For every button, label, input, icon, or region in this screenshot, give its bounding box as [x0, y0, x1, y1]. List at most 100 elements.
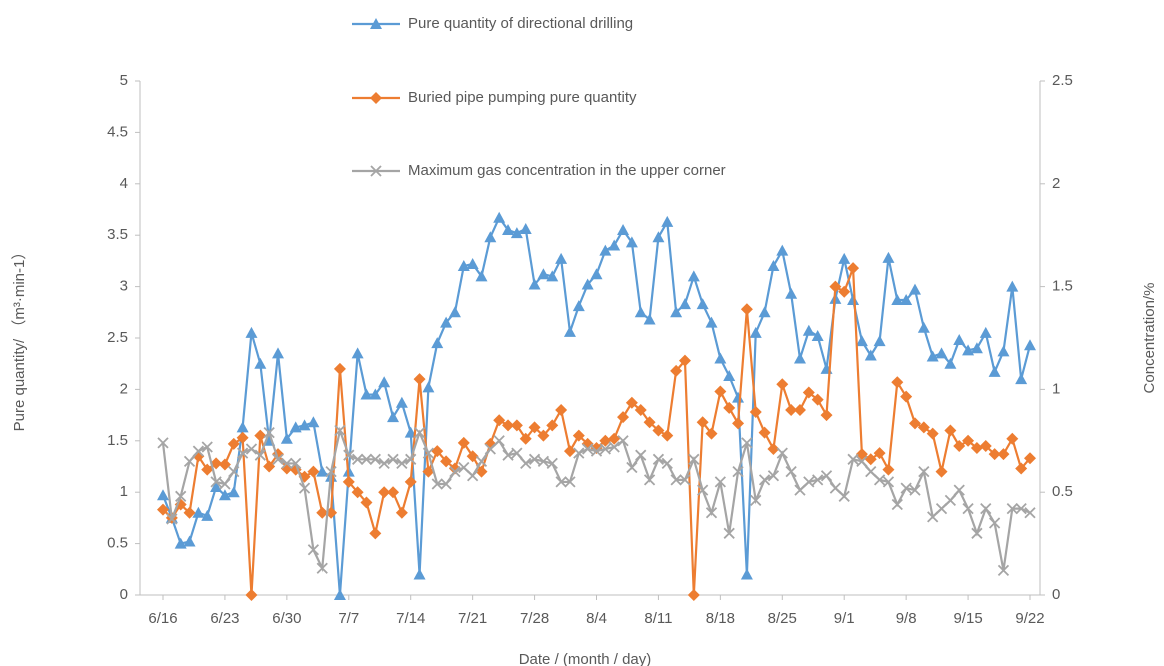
- data-point: [988, 448, 1001, 461]
- y-tick-label: 4.5: [107, 123, 128, 140]
- data-point: [466, 257, 479, 269]
- data-point: [546, 270, 559, 282]
- data-point: [997, 448, 1010, 461]
- data-point: [988, 517, 1001, 529]
- data-point: [351, 486, 364, 499]
- data-point: [873, 447, 886, 460]
- y2-tick-label: 2: [1052, 175, 1060, 192]
- data-point: [475, 270, 488, 282]
- data-point: [723, 370, 736, 382]
- legend-label: Pure quantity of directional drilling: [408, 15, 633, 32]
- data-point: [714, 385, 727, 398]
- data-point: [431, 337, 444, 349]
- data-point: [422, 447, 435, 459]
- data-point: [1024, 507, 1036, 519]
- data-point: [785, 287, 798, 299]
- data-point: [882, 476, 895, 488]
- data-point: [750, 494, 762, 507]
- data-point: [847, 293, 860, 305]
- data-point: [732, 417, 745, 430]
- data-point: [873, 335, 886, 347]
- data-point: [927, 511, 939, 523]
- data-point: [227, 437, 240, 450]
- data-point: [192, 445, 205, 457]
- data-point: [334, 424, 346, 437]
- data-point: [510, 419, 523, 432]
- y2-tick-label: 1.5: [1052, 278, 1073, 295]
- data-point: [909, 484, 921, 496]
- data-point: [776, 244, 789, 256]
- data-point: [333, 589, 346, 600]
- data-point: [157, 437, 169, 449]
- data-point: [794, 484, 806, 496]
- data-point: [988, 365, 1001, 377]
- data-point: [581, 278, 594, 290]
- data-point: [396, 457, 408, 470]
- data-point: [395, 396, 408, 408]
- data-point: [962, 434, 975, 447]
- data-point: [369, 453, 381, 465]
- data-point: [882, 251, 895, 263]
- data-point: [891, 293, 904, 305]
- data-point: [387, 453, 399, 465]
- data-point: [953, 439, 966, 452]
- y-tick-label: 2: [120, 380, 128, 397]
- x-tick-label: 8/11: [644, 610, 672, 627]
- data-point: [838, 285, 851, 298]
- data-point: [387, 486, 400, 499]
- data-point: [608, 239, 621, 251]
- data-point: [838, 252, 851, 264]
- data-point: [608, 441, 620, 453]
- data-point: [183, 506, 196, 519]
- data-point: [360, 388, 373, 400]
- data-point: [218, 458, 231, 471]
- data-point: [360, 453, 373, 465]
- x-tick-label: 9/15: [953, 610, 982, 627]
- data-point: [440, 316, 453, 328]
- data-point: [749, 326, 762, 338]
- data-point: [793, 403, 806, 416]
- y-tick-label: 0.5: [107, 535, 128, 552]
- data-point: [741, 437, 753, 449]
- data-point: [573, 447, 585, 459]
- data-point: [1015, 462, 1028, 475]
- data-point: [378, 376, 391, 388]
- data-point: [519, 223, 532, 235]
- data-point: [749, 406, 762, 419]
- data-point: [537, 268, 550, 280]
- data-point: [175, 490, 187, 502]
- data-point: [696, 416, 709, 429]
- data-point: [856, 455, 868, 467]
- data-point: [652, 231, 665, 243]
- y2-axis-title: Concentration/%: [1141, 283, 1158, 394]
- data-point: [457, 436, 470, 449]
- x-tick-label: 8/4: [586, 610, 607, 627]
- data-point: [793, 352, 806, 364]
- data-point: [970, 342, 983, 354]
- y2-tick-label: 1: [1052, 380, 1060, 397]
- y-tick-label: 1.5: [107, 432, 128, 449]
- data-point: [422, 465, 435, 478]
- data-point: [298, 482, 311, 494]
- data-point: [688, 453, 700, 465]
- data-point: [493, 211, 506, 223]
- data-point: [236, 447, 249, 459]
- data-point: [422, 381, 435, 393]
- data-point: [626, 461, 638, 474]
- data-point: [767, 470, 780, 482]
- data-point: [679, 474, 691, 486]
- data-point: [687, 270, 700, 282]
- data-point: [192, 506, 205, 518]
- data-point: [678, 298, 691, 310]
- data-point: [351, 453, 364, 465]
- x-tick-label: 7/28: [520, 610, 549, 627]
- y-tick-label: 1: [120, 483, 128, 500]
- x-tick-label: 6/23: [210, 610, 239, 627]
- data-point: [290, 457, 302, 470]
- data-point: [449, 466, 461, 478]
- data-point: [634, 403, 647, 416]
- data-point: [670, 364, 683, 377]
- data-point: [502, 449, 514, 461]
- data-point: [1015, 503, 1027, 515]
- data-point: [900, 482, 912, 494]
